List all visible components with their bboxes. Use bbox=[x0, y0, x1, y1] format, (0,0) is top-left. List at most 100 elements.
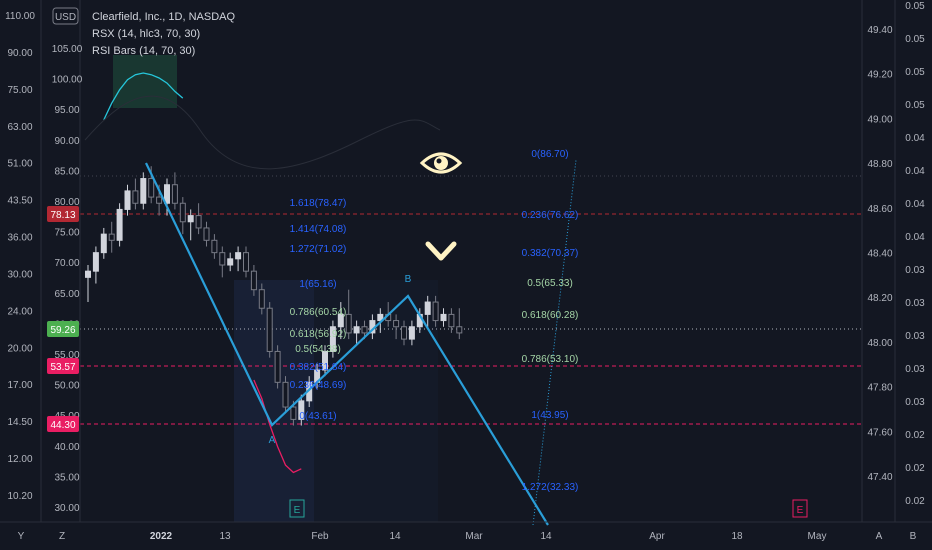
left-inner-tick: 65.00 bbox=[54, 289, 79, 300]
left-inner-tick: 90.00 bbox=[54, 136, 79, 147]
fib-levels-left: 1.618(78.47) 1.414(74.08) 1.272(71.02) 1(65… bbox=[290, 198, 347, 422]
candle-body bbox=[235, 252, 242, 260]
candle-body bbox=[124, 190, 131, 210]
candle-body bbox=[298, 400, 305, 420]
right-inner-tick: 49.20 bbox=[867, 70, 892, 81]
left-inner-tick: 105.00 bbox=[52, 44, 83, 55]
fib-right-label: 1.272(32.33) bbox=[522, 482, 579, 493]
corner-label-b[interactable]: B bbox=[910, 531, 917, 542]
left-axis-outer[interactable]: 110.00 90.00 75.00 63.00 51.00 43.50 36.00 30.0… bbox=[5, 11, 35, 502]
time-tick: Apr bbox=[649, 531, 665, 542]
left-outer-tick: 110.00 bbox=[5, 11, 35, 22]
left-outer-tick: 75.00 bbox=[7, 85, 32, 96]
time-tick: 18 bbox=[731, 531, 743, 542]
candles-layer bbox=[85, 166, 463, 426]
candle-body bbox=[424, 301, 431, 315]
time-tick: 13 bbox=[219, 531, 231, 542]
candle-body bbox=[219, 252, 226, 266]
right-inner-tick: 48.80 bbox=[867, 159, 892, 170]
candle-body bbox=[132, 190, 139, 204]
right-outer-tick: 0.04 bbox=[905, 232, 925, 243]
left-inner-tick: 70.00 bbox=[54, 258, 79, 269]
time-tick: May bbox=[808, 531, 827, 542]
rsx-line-0 bbox=[103, 72, 184, 121]
right-outer-tick: 0.03 bbox=[905, 397, 925, 408]
chevron-down-icon[interactable] bbox=[425, 241, 457, 261]
candle-body bbox=[282, 381, 289, 408]
currency-label: USD bbox=[55, 12, 76, 23]
price-tag-pink_tag: 53.57 bbox=[47, 358, 79, 374]
corner-label-y[interactable]: Y bbox=[18, 531, 25, 542]
indicator-rsi-bars-label[interactable]: RSI Bars (14, 70, 30) bbox=[92, 45, 195, 57]
left-outer-tick: 24.00 bbox=[7, 306, 32, 317]
right-inner-tick: 47.60 bbox=[867, 427, 892, 438]
right-axis-outer[interactable]: 0.05 0.05 0.05 0.05 0.04 0.04 0.04 0.04 0.03 0.03… bbox=[905, 1, 925, 507]
candle-body bbox=[164, 184, 170, 204]
right-axis-inner[interactable]: 49.40 49.20 49.00 48.80 48.60 48.40 48.20 48.00… bbox=[867, 25, 892, 483]
price-tag-label: 78.13 bbox=[50, 210, 75, 221]
right-outer-tick: 0.05 bbox=[905, 100, 925, 111]
right-inner-tick: 49.40 bbox=[867, 25, 892, 36]
earnings-icon[interactable]: E bbox=[289, 499, 305, 518]
corner-label-a[interactable]: A bbox=[876, 531, 883, 542]
left-outer-tick: 10.20 bbox=[7, 491, 32, 502]
left-inner-tick: 40.00 bbox=[54, 442, 79, 453]
abcd-pattern[interactable] bbox=[145, 162, 549, 526]
abcd-line[interactable] bbox=[145, 162, 549, 526]
time-tick: Feb bbox=[311, 531, 329, 542]
right-outer-tick: 0.05 bbox=[905, 34, 925, 45]
candle-body bbox=[329, 326, 336, 352]
eye-icon[interactable] bbox=[419, 152, 463, 174]
time-axis[interactable]: 2022 13 Feb 14 Mar 14 Apr 18 May bbox=[150, 531, 827, 542]
projection-dotted-line bbox=[532, 159, 577, 526]
left-inner-tick: 55.00 bbox=[54, 350, 79, 361]
fib-right-label: 0.786(53.10) bbox=[522, 354, 579, 365]
time-tick: Mar bbox=[465, 531, 483, 542]
left-outer-tick: 51.00 bbox=[7, 159, 32, 170]
fib-right-label: 0(86.70) bbox=[531, 149, 568, 160]
candle-body bbox=[345, 313, 352, 334]
fib-right-label: 0.236(76.62) bbox=[522, 210, 579, 221]
currency-badge[interactable]: USD bbox=[52, 7, 79, 25]
point-b-label: B bbox=[405, 274, 412, 285]
candle-body bbox=[440, 313, 447, 322]
chart-title: Clearfield, Inc., 1D, NASDAQ bbox=[92, 11, 235, 23]
right-outer-tick: 0.02 bbox=[905, 463, 925, 474]
right-outer-tick: 0.05 bbox=[905, 67, 925, 78]
left-outer-tick: 20.00 bbox=[7, 343, 32, 354]
earnings-icon-future[interactable]: E bbox=[792, 499, 808, 518]
right-outer-tick: 0.03 bbox=[905, 364, 925, 375]
candle-body bbox=[377, 313, 384, 322]
right-outer-tick: 0.04 bbox=[905, 133, 925, 144]
candle-body bbox=[156, 196, 163, 204]
candle-body bbox=[92, 252, 99, 272]
left-outer-tick: 36.00 bbox=[7, 233, 32, 244]
fib-right-label: 1(43.95) bbox=[531, 410, 568, 421]
candle-body bbox=[148, 178, 155, 198]
left-outer-tick: 17.00 bbox=[7, 380, 32, 391]
candle-body bbox=[353, 326, 360, 334]
candle-body bbox=[227, 258, 234, 266]
left-inner-tick: 50.00 bbox=[54, 381, 79, 392]
left-inner-tick: 95.00 bbox=[54, 105, 79, 116]
right-outer-tick: 0.03 bbox=[905, 298, 925, 309]
left-outer-tick: 12.00 bbox=[7, 454, 32, 465]
fib-levels-right: 0(86.70) 0.236(76.62) 0.382(70.37) 0.5(65.3… bbox=[522, 149, 579, 493]
corner-label-z[interactable]: Z bbox=[59, 531, 65, 542]
time-tick: 2022 bbox=[150, 531, 173, 542]
projection-curve bbox=[84, 95, 441, 170]
candle-body bbox=[211, 239, 218, 254]
time-tick: 14 bbox=[389, 531, 401, 542]
fib-right-label: 0.382(70.37) bbox=[522, 248, 579, 259]
left-outer-tick: 63.00 bbox=[7, 122, 32, 133]
price-tags: 78.13 59.26 53.57 44.30 bbox=[47, 206, 79, 432]
indicator-rsx-label[interactable]: RSX (14, hlc3, 70, 30) bbox=[92, 28, 200, 40]
left-inner-tick: 100.00 bbox=[52, 75, 83, 86]
price-tag-label: 59.26 bbox=[50, 325, 75, 336]
horizontal-levels bbox=[80, 175, 862, 425]
fib-right-label: 0.618(60.28) bbox=[522, 310, 579, 321]
right-outer-tick: 0.05 bbox=[905, 1, 925, 12]
candle-body bbox=[250, 270, 257, 291]
right-outer-tick: 0.03 bbox=[905, 265, 925, 276]
